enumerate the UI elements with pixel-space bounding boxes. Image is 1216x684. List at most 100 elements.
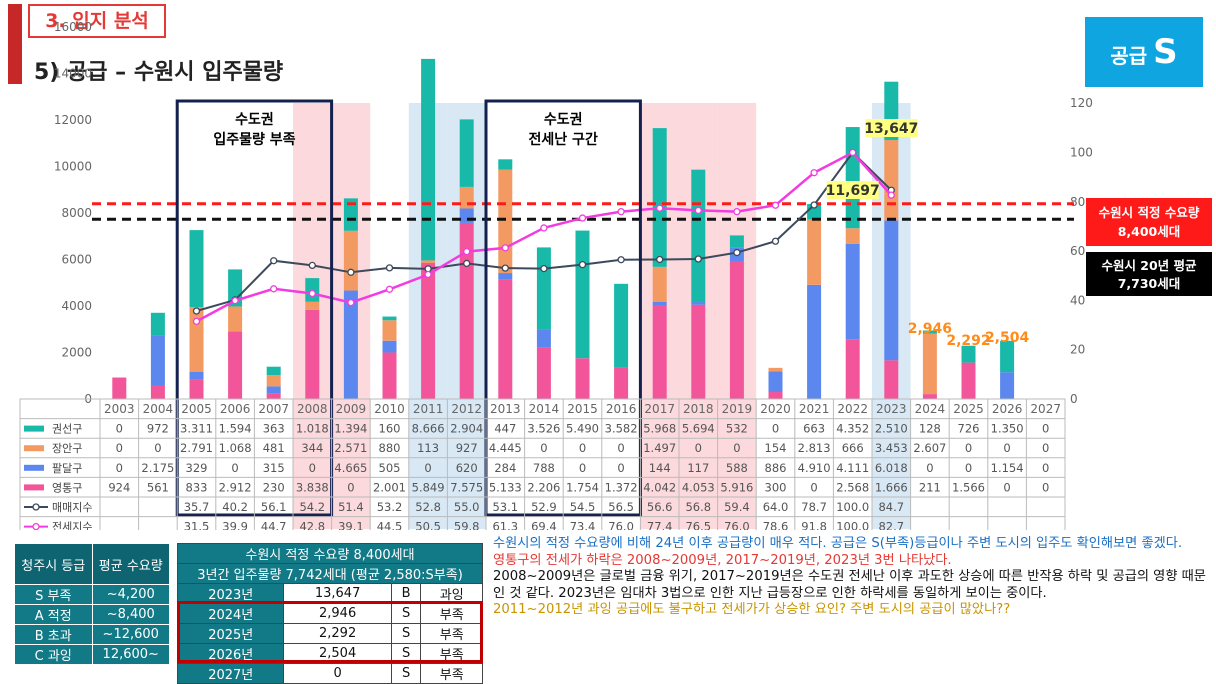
box-jeonse-crisis-line1: 수도권 bbox=[544, 112, 583, 128]
y-right-tick-120: 120 bbox=[1070, 96, 1093, 110]
cell-영통구-2012: 7.575 bbox=[450, 480, 483, 494]
cell-전세지수-2018: 76.5 bbox=[685, 520, 711, 530]
point-전세지수-2014 bbox=[540, 224, 548, 232]
grade-table-header-cell: 청주시 등급 bbox=[14, 543, 93, 585]
bar-2012-권선구 bbox=[459, 119, 474, 187]
supply-table-row: 2027년 0 S 부족 bbox=[176, 663, 483, 684]
grade-table-header: 청주시 등급 평균 수요량 bbox=[14, 543, 170, 585]
box-jeonse-crisis-line2: 전세난 구간 bbox=[529, 131, 598, 148]
cell-권선구-2013: 447 bbox=[494, 422, 516, 436]
cell-팔달구-2003: 0 bbox=[116, 461, 123, 475]
supply-table-cell: 2027년 bbox=[176, 663, 285, 684]
y-right-tick-0: 0 bbox=[1070, 392, 1078, 406]
bar-2007-팔달구 bbox=[266, 386, 281, 394]
x-tick-2006: 2006 bbox=[220, 402, 251, 416]
cell-장안구-2012: 927 bbox=[456, 441, 478, 455]
point-전세지수-2008 bbox=[308, 289, 316, 298]
bar-2008-장안구 bbox=[305, 301, 320, 310]
cell-전세지수-2011: 50.5 bbox=[415, 520, 441, 530]
point-매매지수-2018 bbox=[694, 255, 702, 263]
cell-팔달구-2011: 0 bbox=[424, 461, 431, 475]
grade-table-cell: B 초과 bbox=[14, 624, 93, 645]
note-1: 수원시의 적정 수요량에 비해 24년 이후 공급량이 매우 적다. 공급은 S… bbox=[493, 536, 1183, 551]
supply-table-title-row: 수원시 적정 수요량 8,400세대 bbox=[177, 543, 483, 564]
point-매매지수-2009 bbox=[347, 268, 355, 276]
bar-2020-팔달구 bbox=[768, 371, 783, 393]
supply-table-row: 2025년 2,292 S 부족 bbox=[176, 623, 483, 644]
x-tick-2010: 2010 bbox=[374, 402, 405, 416]
callout-0: 13,647 bbox=[864, 121, 918, 137]
grade-table-cell: ~4,200 bbox=[91, 584, 170, 605]
point-매매지수-2013 bbox=[501, 264, 509, 272]
grade-table-cell: A 적정 bbox=[14, 604, 93, 625]
legend-장안구: 장안구 bbox=[52, 442, 82, 455]
legend-swatch-장안구 bbox=[24, 445, 44, 452]
bar-2011-장안구 bbox=[421, 260, 436, 264]
cell-팔달구-2007: 315 bbox=[263, 461, 285, 475]
bar-2005-영통구 bbox=[189, 379, 204, 399]
cell-영통구-2021: 0 bbox=[810, 480, 817, 494]
point-매매지수-2020 bbox=[771, 237, 780, 245]
point-전세지수-2005 bbox=[192, 317, 201, 326]
cell-영통구-2024: 211 bbox=[919, 480, 941, 494]
cell-장안구-2026: 0 bbox=[1003, 441, 1010, 455]
cell-팔달구-2015: 0 bbox=[579, 461, 586, 475]
cell-권선구-2005: 3.311 bbox=[180, 422, 213, 436]
y-right-tick-20: 20 bbox=[1070, 343, 1085, 357]
cell-매매지수-2006: 40.2 bbox=[222, 500, 248, 514]
cell-권선구-2015: 5.490 bbox=[566, 422, 599, 436]
bar-2003-영통구 bbox=[112, 377, 127, 399]
callout-4: 2,504 bbox=[985, 330, 1030, 346]
cell-영통구-2010: 2.001 bbox=[373, 480, 406, 494]
cell-장안구-2015: 0 bbox=[579, 441, 586, 455]
point-전세지수-2018 bbox=[694, 206, 702, 215]
bar-2019-권선구 bbox=[729, 235, 744, 248]
cell-영통구-2006: 2.912 bbox=[219, 480, 252, 494]
cell-권선구-2012: 2.904 bbox=[450, 422, 483, 436]
grade-table-cell: S 부족 bbox=[14, 584, 93, 605]
cell-영통구-2011: 5.849 bbox=[412, 480, 445, 494]
grade-table-cell: C 과잉 bbox=[14, 644, 93, 665]
legend-전세지수: 전세지수 bbox=[52, 521, 92, 530]
cell-팔달구-2004: 2.175 bbox=[141, 461, 174, 475]
ref-label-black-line2: 7,730세대 bbox=[1118, 276, 1181, 291]
forecast-highlight-box bbox=[177, 601, 483, 663]
point-매매지수-2019 bbox=[733, 248, 741, 257]
bar-2014-권선구 bbox=[536, 247, 551, 330]
cell-영통구-2015: 1.754 bbox=[566, 480, 599, 494]
point-전세지수-2017 bbox=[656, 204, 664, 212]
cell-전세지수-2021: 91.8 bbox=[801, 520, 827, 530]
cell-권선구-2011: 8.666 bbox=[412, 422, 445, 436]
bar-2024-권선구 bbox=[922, 330, 937, 334]
cell-전세지수-2008: 42.8 bbox=[299, 520, 325, 530]
cell-팔달구-2021: 4.910 bbox=[798, 461, 831, 475]
section-tag: 3. 입지 분석 bbox=[28, 4, 166, 38]
cell-팔달구-2016: 0 bbox=[617, 461, 624, 475]
cell-권선구-2014: 3.526 bbox=[527, 422, 560, 436]
bar-2014-팔달구 bbox=[536, 329, 551, 348]
point-전세지수-2006 bbox=[231, 296, 239, 305]
cell-팔달구-2025: 0 bbox=[965, 461, 972, 475]
cell-장안구-2025: 0 bbox=[965, 441, 972, 455]
x-tick-2020: 2020 bbox=[760, 402, 791, 416]
bar-2023-팔달구 bbox=[884, 220, 899, 361]
bar-2025-권선구 bbox=[961, 345, 976, 363]
x-tick-2025: 2025 bbox=[953, 402, 984, 416]
cell-전세지수-2013: 61.3 bbox=[492, 520, 518, 530]
bar-2010-장안구 bbox=[382, 320, 397, 341]
ref-label-black-line1: 수원시 20년 평균 bbox=[1101, 258, 1197, 273]
x-tick-2009: 2009 bbox=[336, 402, 367, 416]
bar-2022-영통구 bbox=[845, 339, 860, 399]
cell-권선구-2019: 532 bbox=[726, 422, 748, 436]
x-tick-2017: 2017 bbox=[644, 402, 675, 416]
y-left-tick-16000: 16000 bbox=[54, 20, 92, 34]
cell-영통구-2027: 0 bbox=[1042, 480, 1049, 494]
cell-영통구-2020: 300 bbox=[765, 480, 787, 494]
bar-2026-권선구 bbox=[1000, 340, 1015, 373]
y-left-tick-14000: 14000 bbox=[54, 67, 92, 81]
bar-2024-영통구 bbox=[922, 394, 937, 399]
point-전세지수-2007 bbox=[270, 285, 278, 293]
cell-전세지수-2012: 59.8 bbox=[454, 520, 480, 530]
bar-2021-팔달구 bbox=[807, 284, 822, 399]
legend-매매지수: 매매지수 bbox=[52, 501, 92, 514]
